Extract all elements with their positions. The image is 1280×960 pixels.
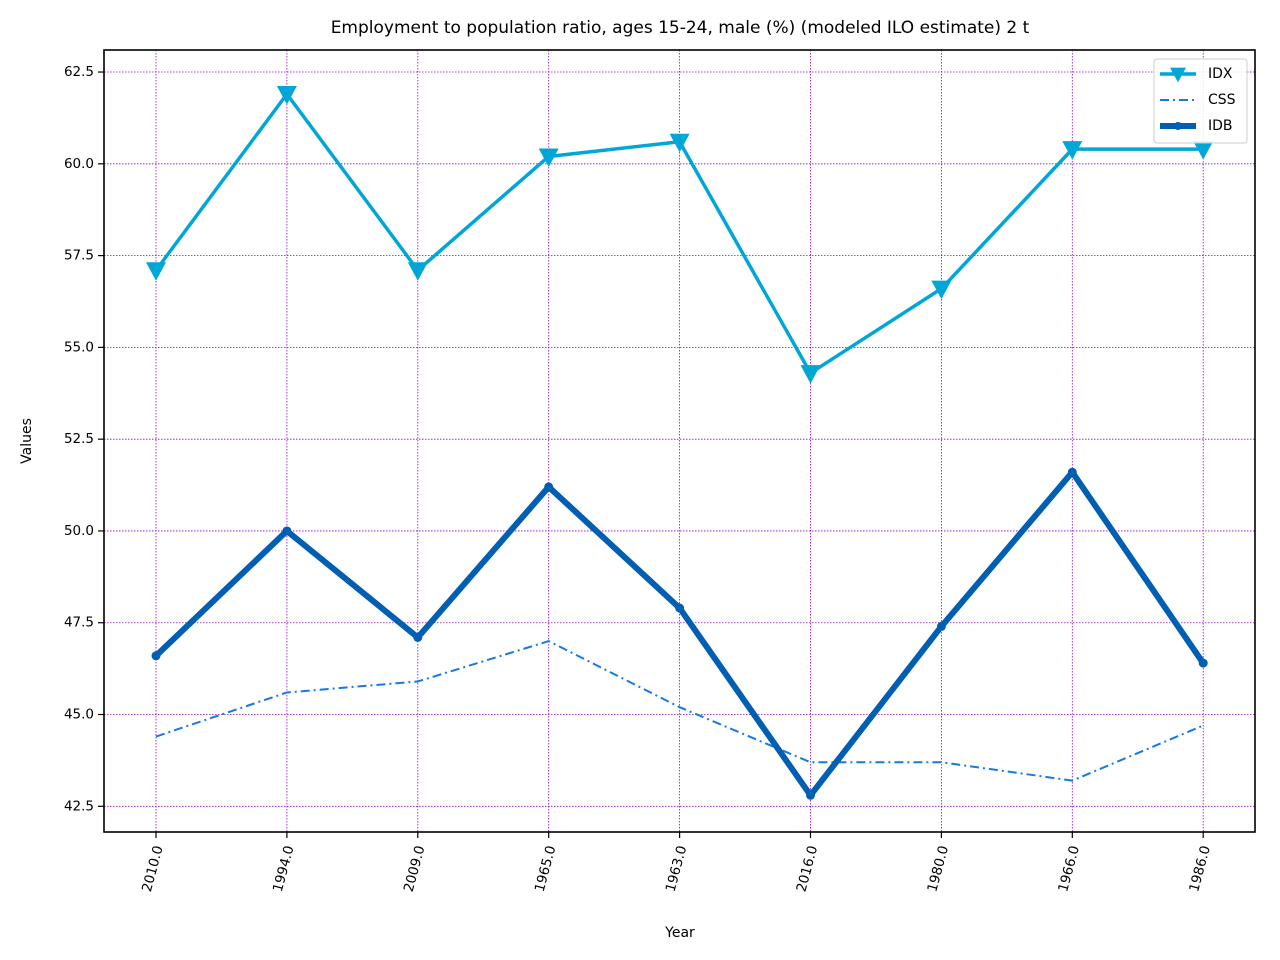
y-tick-label: 42.5 — [64, 798, 94, 814]
y-tick-label: 47.5 — [64, 615, 94, 631]
data-point — [1067, 467, 1077, 477]
y-tick-label: 57.5 — [64, 248, 94, 264]
data-point — [407, 262, 428, 281]
data-point — [276, 86, 297, 105]
grid-layer — [104, 50, 1255, 832]
data-point — [1193, 141, 1214, 160]
data-point — [936, 621, 946, 631]
data-point — [146, 262, 166, 281]
y-tick-label: 52.5 — [64, 431, 94, 447]
data-point — [538, 148, 559, 167]
y-axis-label: Values — [19, 418, 35, 464]
x-tick-label: 1963.0 — [663, 844, 691, 894]
data-point — [282, 526, 292, 536]
series-idb — [151, 467, 1208, 800]
ticks-layer: 2010.0 1994.0 2009.0 1965.0 1963.0 2016.0 1980… — [64, 64, 1214, 894]
x-tick-label: 1965.0 — [532, 844, 560, 894]
y-tick-label: 55.0 — [64, 339, 94, 355]
data-point — [151, 651, 161, 661]
legend-label: IDB — [1208, 118, 1233, 134]
data-point — [1062, 141, 1083, 160]
data-point — [806, 790, 815, 800]
legend-label: IDX — [1208, 66, 1233, 82]
data-point — [544, 482, 554, 492]
x-tick-label: 1980.0 — [924, 844, 952, 894]
legend-marker — [1174, 122, 1182, 130]
legend-label: CSS — [1208, 92, 1236, 108]
series-css — [155, 640, 1204, 782]
data-point — [800, 365, 821, 384]
series-idx — [146, 86, 1214, 384]
series-layer — [146, 86, 1214, 800]
x-tick-label: 1986.0 — [1186, 844, 1214, 894]
y-tick-label: 60.0 — [64, 156, 94, 172]
y-tick-label: 62.5 — [64, 64, 94, 80]
chart-title: Employment to population ratio, ages 15-… — [331, 18, 1030, 38]
legend-marker — [1170, 67, 1186, 83]
x-axis-label: Year — [664, 925, 695, 941]
x-tick-label: 1966.0 — [1055, 844, 1083, 894]
legend: IDX CSS IDB — [1153, 58, 1248, 144]
data-point — [931, 280, 952, 300]
x-tick-label: 2010.0 — [139, 844, 167, 894]
x-tick-label: 2016.0 — [794, 844, 822, 894]
data-point — [675, 603, 685, 613]
data-point — [413, 632, 423, 642]
data-point — [669, 133, 690, 153]
data-point — [1198, 658, 1208, 668]
y-tick-label: 45.0 — [64, 707, 94, 723]
y-tick-label: 50.0 — [64, 523, 94, 539]
x-tick-label: 1994.0 — [270, 844, 298, 894]
series-line-css — [155, 640, 1204, 782]
x-tick-label: 2009.0 — [401, 844, 429, 894]
